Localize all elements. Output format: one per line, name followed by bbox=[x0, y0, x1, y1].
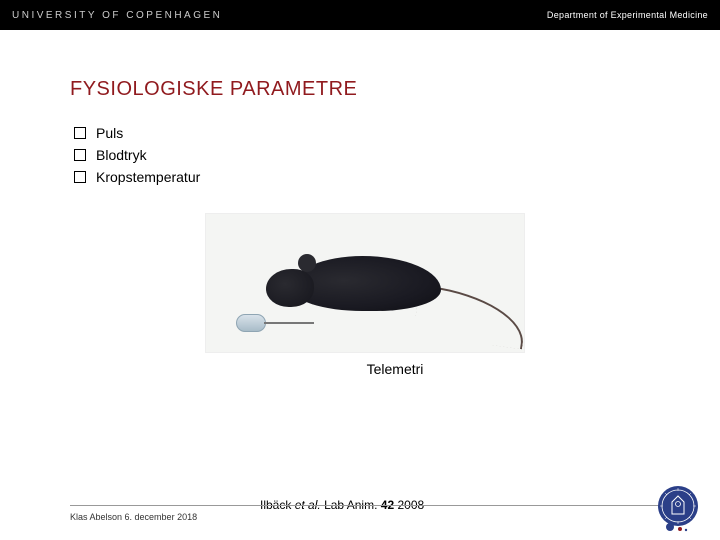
checkbox-icon bbox=[74, 149, 86, 161]
bullet-label: Blodtryk bbox=[96, 147, 147, 163]
slide-image bbox=[205, 213, 525, 353]
bullet-list: Puls Blodtryk Kropstemperatur bbox=[70, 125, 660, 185]
footer-dots-icon bbox=[650, 522, 690, 532]
checkbox-icon bbox=[74, 127, 86, 139]
footer-author-date: Klas Abelson 6. december 2018 bbox=[70, 498, 197, 522]
capsule-wire-shape bbox=[264, 322, 314, 324]
bullet-item: Kropstemperatur bbox=[74, 169, 660, 185]
slide-content: FYSIOLOGISKE PARAMETRE Puls Blodtryk Kro… bbox=[0, 30, 720, 377]
footer: Klas Abelson 6. december 2018 bbox=[0, 505, 720, 522]
university-name: UNIVERSITY OF COPENHAGEN bbox=[12, 10, 222, 21]
mouse-head-shape bbox=[266, 269, 314, 307]
bullet-label: Kropstemperatur bbox=[96, 169, 200, 185]
telemetry-capsule-shape bbox=[236, 314, 266, 332]
header-bar: UNIVERSITY OF COPENHAGEN Department of E… bbox=[0, 0, 720, 30]
bullet-item: Blodtryk bbox=[74, 147, 660, 163]
department-name: Department of Experimental Medicine bbox=[547, 10, 708, 20]
checkbox-icon bbox=[74, 171, 86, 183]
image-caption: Telemetri bbox=[130, 361, 660, 377]
slide-title: FYSIOLOGISKE PARAMETRE bbox=[70, 78, 660, 101]
bullet-label: Puls bbox=[96, 125, 123, 141]
bullet-item: Puls bbox=[74, 125, 660, 141]
